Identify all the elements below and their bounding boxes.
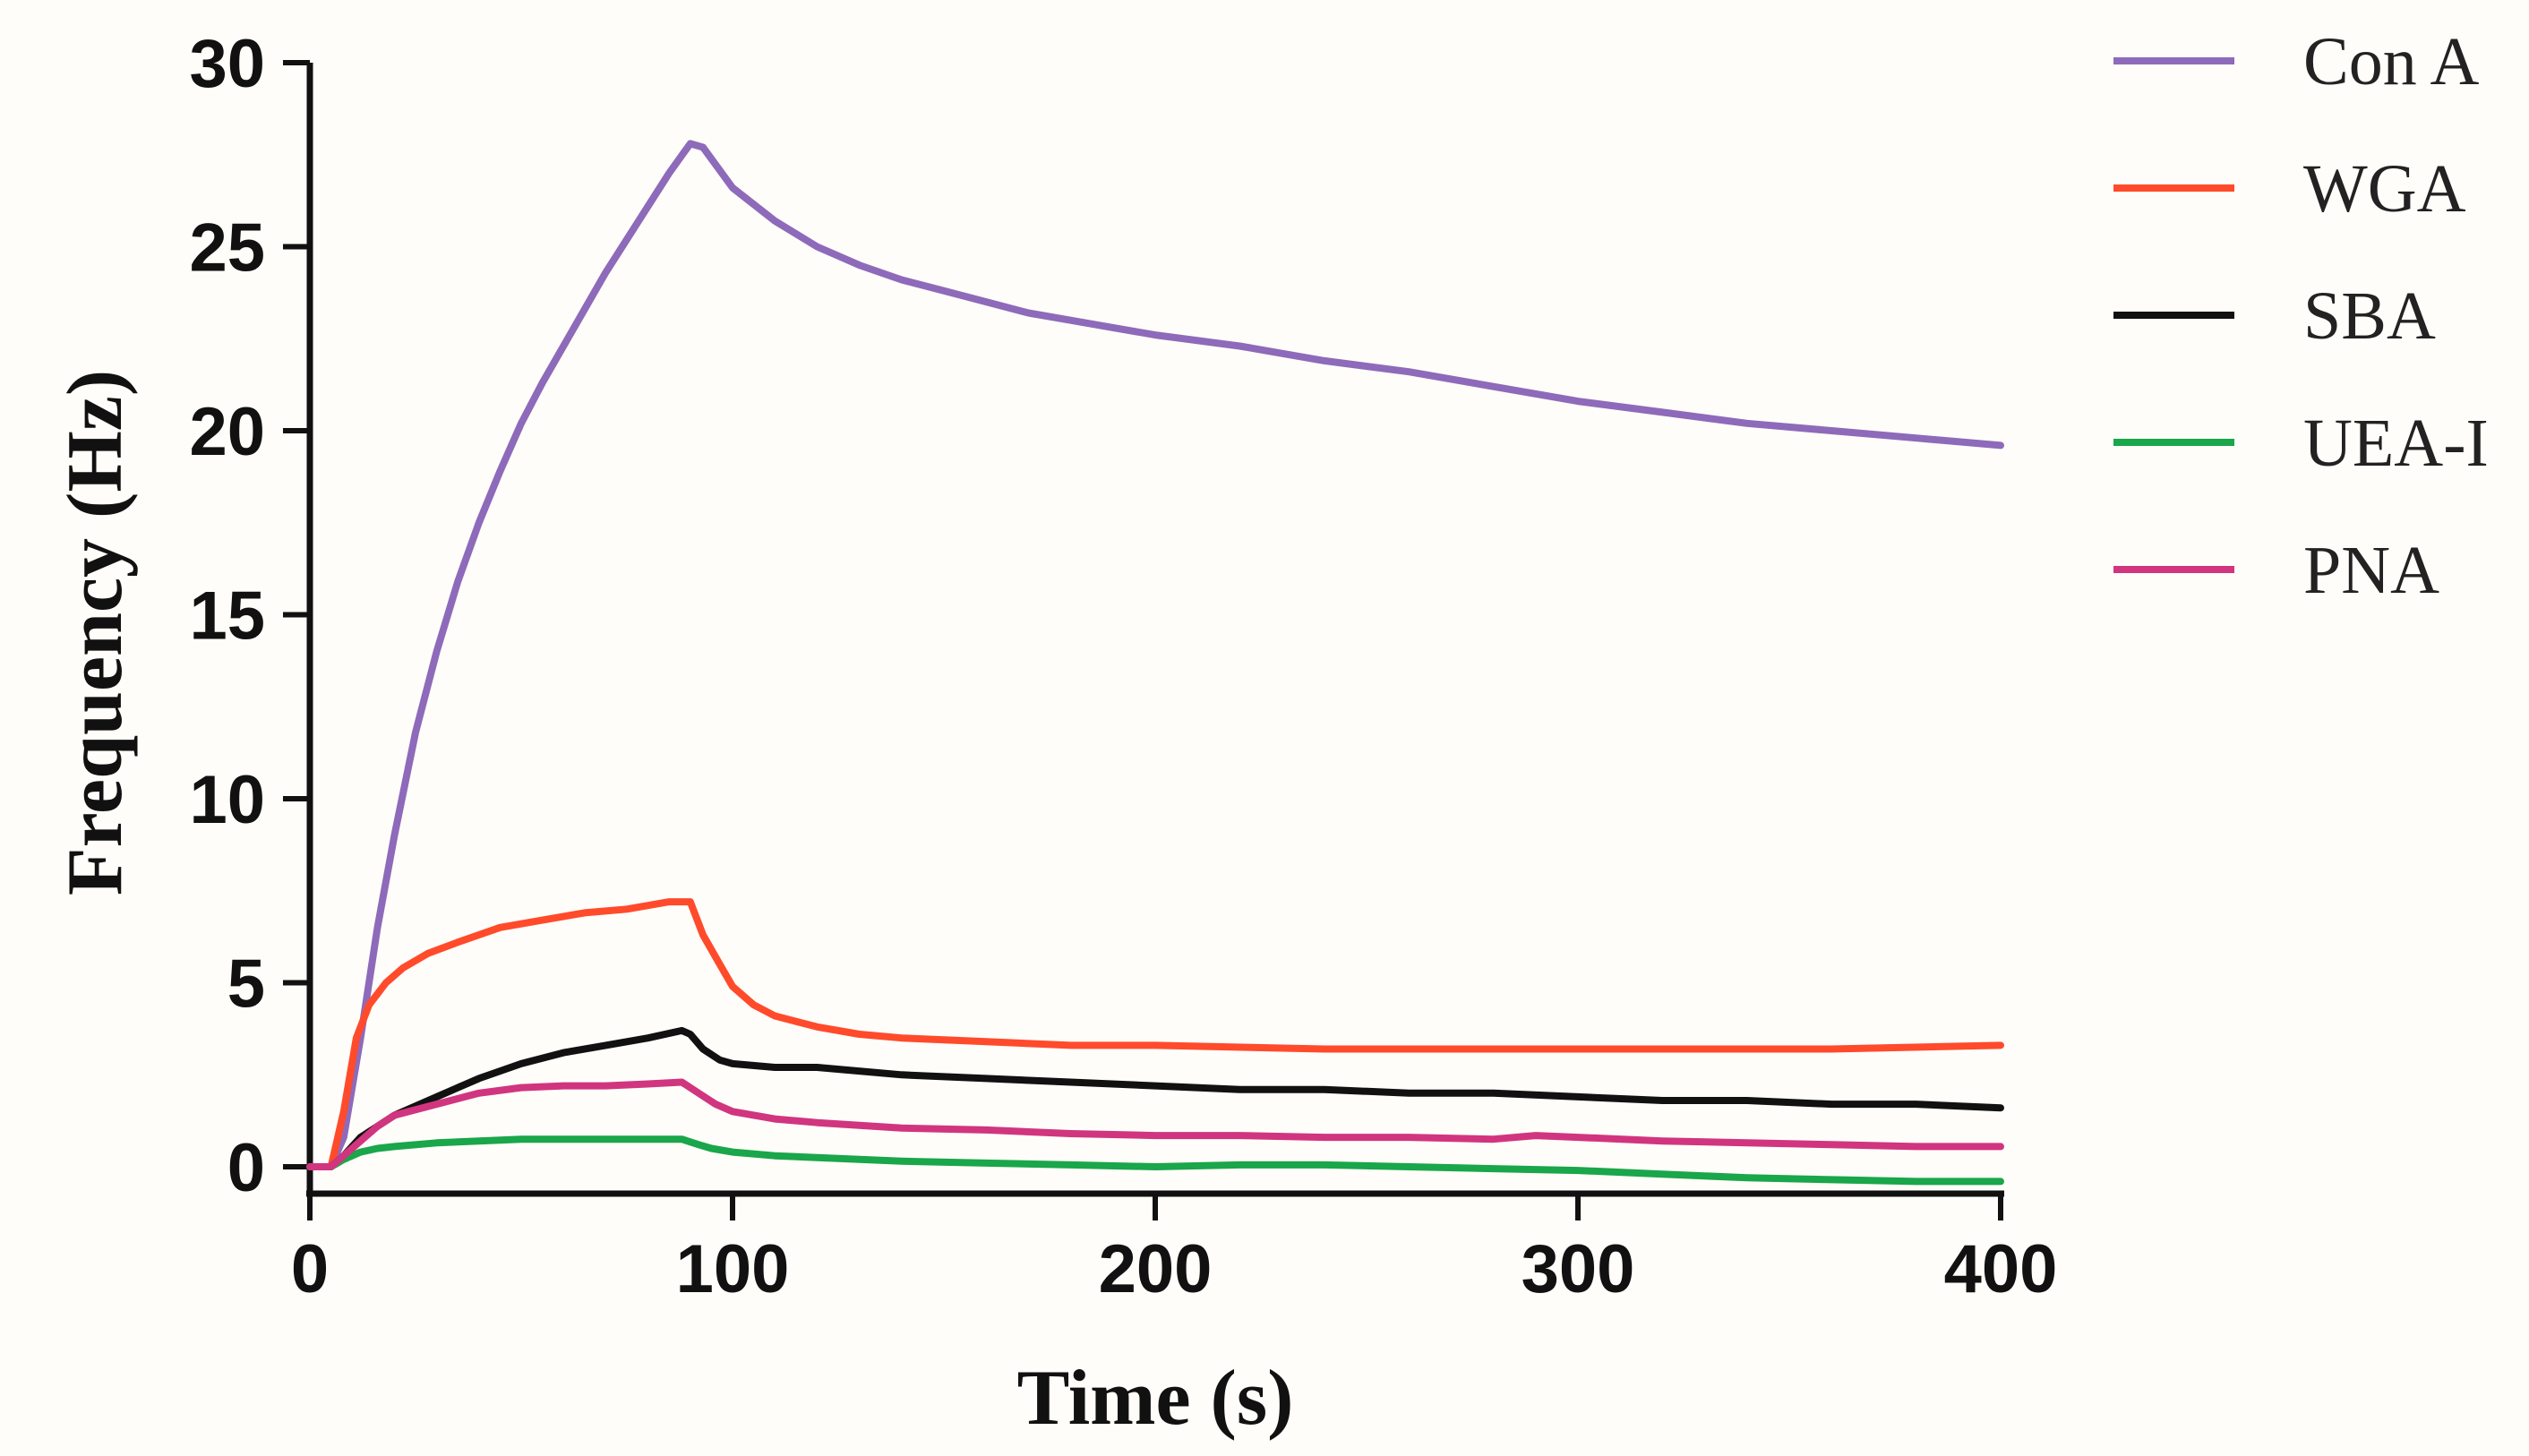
- y-tick-label: 30: [189, 26, 265, 102]
- y-axis-title: Frequency (Hz): [52, 370, 139, 895]
- series-line-wga: [306, 898, 2004, 1170]
- legend-label-uea-i: UEA-I: [2303, 406, 2489, 481]
- series-line-uea-i: [306, 1135, 2004, 1186]
- y-tick-label: 20: [189, 394, 265, 470]
- y-tick-label: 10: [189, 762, 265, 838]
- y-tick-label: 0: [227, 1130, 265, 1206]
- x-tick-label: 200: [1099, 1231, 1213, 1307]
- x-axis-title: Time (s): [1017, 1355, 1294, 1442]
- series-line-con-a: [306, 140, 2004, 1170]
- x-tick-label: 0: [291, 1231, 329, 1307]
- y-tick-label: 15: [189, 578, 265, 655]
- legend-label-sba: SBA: [2303, 278, 2436, 354]
- legend-label-wga: WGA: [2303, 151, 2466, 227]
- x-tick-label: 400: [1944, 1231, 2058, 1307]
- x-tick-label: 100: [676, 1231, 790, 1307]
- y-tick-label: 25: [189, 210, 265, 287]
- x-tick-label: 300: [1522, 1231, 1635, 1307]
- y-tick-label: 5: [227, 946, 265, 1023]
- legend-label-con-a: Con A: [2303, 24, 2479, 99]
- series-line-pna: [306, 1078, 2004, 1170]
- legend-label-pna: PNA: [2303, 533, 2439, 608]
